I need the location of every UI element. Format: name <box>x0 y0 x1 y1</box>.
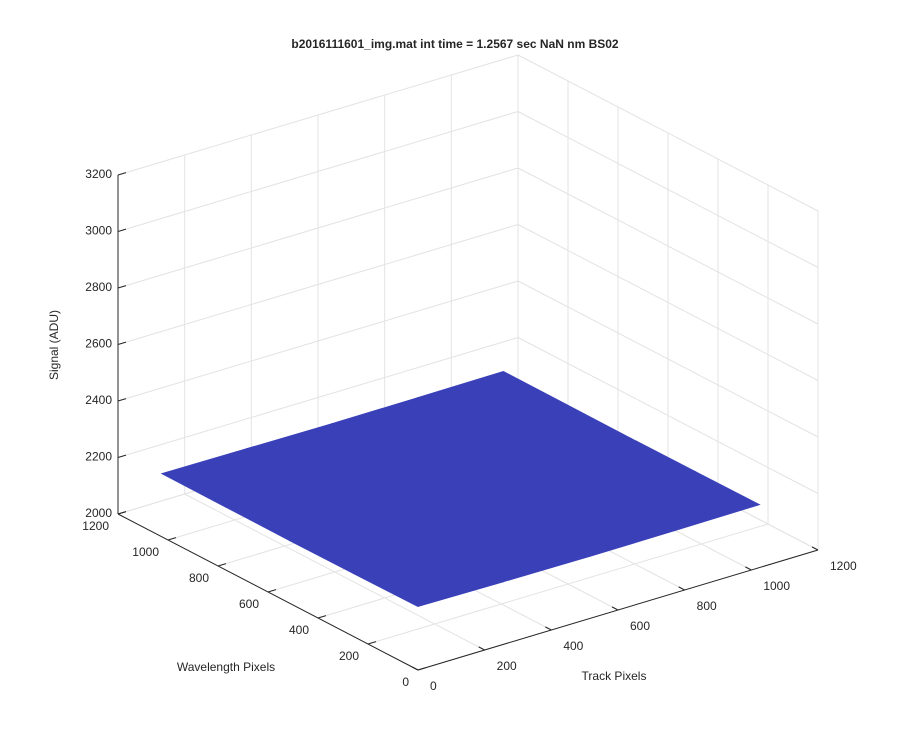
x-tick-label: 600 <box>630 619 650 633</box>
z-tick-label: 3000 <box>85 224 112 238</box>
z-tick-label: 2400 <box>85 393 112 407</box>
z-tick <box>117 511 127 515</box>
z-tick-label: 2600 <box>85 337 112 351</box>
grid-line <box>367 523 769 645</box>
grid-line <box>117 54 519 176</box>
grid-line <box>517 111 819 268</box>
z-tick <box>117 398 127 402</box>
y-tick-label: 0 <box>402 675 409 689</box>
x-tick <box>411 666 419 671</box>
z-tick-label: 2200 <box>85 450 112 464</box>
z-tick-label: 3200 <box>85 167 112 181</box>
x-tick <box>545 626 552 631</box>
y-tick-label: 1200 <box>82 519 109 533</box>
grid-line <box>517 280 819 438</box>
y-axis-label: Wavelength Pixels <box>177 660 275 674</box>
y-tick <box>417 667 427 671</box>
x-axis-label: Track Pixels <box>582 669 647 683</box>
x-tick <box>678 586 685 591</box>
grid-line <box>517 54 819 212</box>
y-tick <box>267 589 277 593</box>
y-tick-label: 200 <box>339 649 359 663</box>
z-tick <box>117 285 127 289</box>
z-tick-label: 2000 <box>85 506 112 520</box>
y-tick <box>217 563 227 567</box>
y-tick-label: 600 <box>239 597 259 611</box>
grid-line <box>517 224 819 381</box>
grid-line <box>117 280 519 402</box>
x-tick-label: 800 <box>697 599 717 613</box>
y-tick-label: 400 <box>289 623 309 637</box>
y-tick <box>167 537 177 541</box>
grid-line <box>117 111 519 232</box>
z-tick <box>117 341 127 345</box>
grid-line <box>517 337 819 494</box>
grid-line <box>517 167 819 325</box>
x-tick-label: 400 <box>563 639 583 653</box>
x-tick-label: 0 <box>430 679 437 693</box>
x-tick <box>611 606 619 611</box>
x-tick-label: 1200 <box>830 559 857 573</box>
chart-title: b2016111601_img.mat int time = 1.2567 se… <box>291 37 619 51</box>
z-tick <box>117 172 127 176</box>
x-tick <box>811 546 819 551</box>
grid-line <box>117 224 519 345</box>
y-tick-label: 800 <box>189 571 209 585</box>
grid-line <box>117 337 519 458</box>
x-tick <box>478 646 485 651</box>
grid-line <box>117 167 519 289</box>
x-tick <box>745 566 752 571</box>
x-tick-label: 200 <box>497 659 517 673</box>
x-tick-label: 1000 <box>763 579 790 593</box>
z-tick-label: 2800 <box>85 280 112 294</box>
y-tick <box>317 615 327 619</box>
surface-patch <box>352 548 505 607</box>
y-tick-label: 1000 <box>132 545 159 559</box>
z-axis-label: Signal (ADU) <box>47 310 61 380</box>
z-tick <box>117 228 127 232</box>
z-tick <box>117 454 127 458</box>
y-tick <box>367 641 377 645</box>
